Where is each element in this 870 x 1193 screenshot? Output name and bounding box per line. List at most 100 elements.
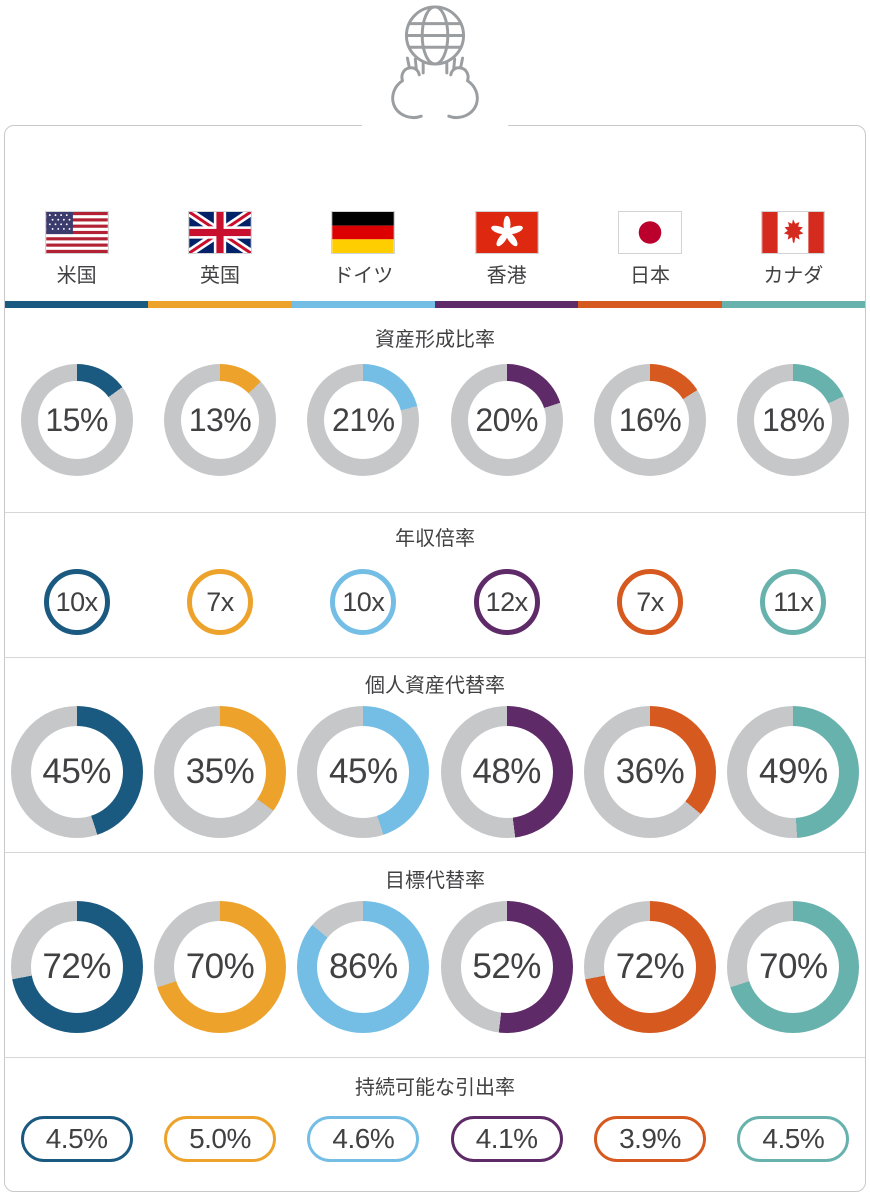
- country-column-header: ドイツ: [332, 212, 395, 287]
- pill-value: 4.6%: [332, 1123, 395, 1154]
- us-flag-icon: [45, 212, 108, 253]
- donut-value: 70%: [759, 947, 828, 986]
- country-name: 米国: [56, 265, 97, 287]
- section-sustainable-withdrawal-rate: 持続可能な引出率 4.5% 5.0% 4.6% 4.1% 3.9% 4.5%: [5, 1076, 865, 1162]
- donut-value: 49%: [759, 752, 828, 791]
- section-target-replacement-rate: 目標代替率 72% 70% 86% 52% 72% 70%: [5, 869, 865, 1033]
- country-column-header: 香港: [475, 212, 538, 287]
- country-name: 香港: [486, 265, 527, 287]
- donut-hole: 72%: [603, 921, 696, 1013]
- country-column-header: 日本: [618, 212, 681, 287]
- donut-value: 45%: [42, 752, 111, 791]
- donut-gauge: 86%: [297, 901, 430, 1033]
- donut-hole: 52%: [460, 921, 553, 1013]
- donut-value: 18%: [762, 401, 825, 438]
- country-color-segment: [578, 301, 722, 308]
- country-color-segment: [434, 301, 579, 308]
- section-row: 15% 13% 21% 20% 16% 18%: [5, 364, 865, 476]
- section-title: 資産形成比率: [375, 329, 495, 351]
- section-income-multiple: 年収倍率 10x 7x 10x 12x 7x 11x: [5, 527, 865, 635]
- donut-gauge: 15%: [20, 364, 133, 476]
- pill-badge: 4.5%: [20, 1116, 133, 1162]
- country-color-segment: [5, 301, 149, 308]
- donut-hole: 86%: [317, 921, 410, 1013]
- donut-value: 21%: [332, 401, 395, 438]
- donut-value: 72%: [42, 947, 111, 986]
- donut-hole: 15%: [37, 381, 116, 459]
- ring-badge: 12x: [473, 569, 540, 635]
- donut-gauge: 20%: [450, 364, 563, 476]
- donut-value: 15%: [45, 401, 108, 438]
- country-name: 日本: [629, 265, 670, 287]
- donut-gauge: 45%: [10, 706, 143, 838]
- country-color-segment: [721, 301, 865, 308]
- pill-badge: 3.9%: [593, 1116, 706, 1162]
- donut-value: 86%: [329, 947, 398, 986]
- section-row: 72% 70% 86% 52% 72% 70%: [5, 901, 865, 1033]
- section-asset-formation-ratio: 資産形成比率 15% 13% 21% 20% 16% 18%: [5, 328, 865, 476]
- donut-gauge: 72%: [10, 901, 143, 1033]
- country-name: カナダ: [763, 265, 824, 287]
- ring-badge: 7x: [616, 569, 683, 635]
- donut-hole: 21%: [324, 381, 403, 459]
- pill-badge: 4.1%: [450, 1116, 563, 1162]
- hong-kong-flag-icon: [475, 212, 538, 253]
- ring-badge: 7x: [186, 569, 253, 635]
- country-color-segment: [148, 301, 292, 308]
- donut-hole: 18%: [754, 381, 833, 459]
- country-column-header: 米国: [45, 212, 108, 287]
- ring-badge: 10x: [43, 569, 110, 635]
- section-personal-asset-replacement-rate: 個人資産代替率 45% 35% 45% 48% 36% 49%: [5, 674, 865, 838]
- donut-gauge: 70%: [727, 901, 860, 1033]
- donut-gauge: 72%: [583, 901, 716, 1033]
- donut-hole: 49%: [747, 726, 840, 818]
- ring-badge: 10x: [330, 569, 397, 635]
- country-column-header: カナダ: [762, 212, 825, 287]
- ring-value: 7x: [206, 586, 234, 617]
- donut-gauge: 70%: [153, 901, 286, 1033]
- donut-gauge: 48%: [440, 706, 573, 838]
- section-row: 4.5% 5.0% 4.6% 4.1% 3.9% 4.5%: [5, 1116, 865, 1162]
- donut-value: 35%: [185, 752, 255, 791]
- donut-gauge: 21%: [307, 364, 420, 476]
- ring-value: 12x: [485, 586, 529, 617]
- ring-value: 11x: [773, 586, 814, 617]
- donut-value: 16%: [618, 401, 682, 438]
- donut-hole: 20%: [467, 381, 546, 459]
- canada-flag-icon: [762, 212, 825, 253]
- donut-hole: 35%: [173, 726, 266, 818]
- donut-gauge: 18%: [737, 364, 850, 476]
- pill-value: 5.0%: [189, 1123, 251, 1154]
- country-name: 英国: [199, 265, 240, 287]
- pill-value: 4.1%: [475, 1123, 538, 1154]
- donut-hole: 72%: [30, 921, 123, 1013]
- section-divider: [5, 1057, 865, 1058]
- content-panel: 米国 英国 ドイツ 香港 日本 カナダ 資産形成比率 15% 13% 21% 20% 16% 18% 年…: [4, 125, 866, 1192]
- donut-hole: 70%: [173, 921, 266, 1013]
- section-row: 10x 7x 10x 12x 7x 11x: [5, 569, 865, 635]
- section-title: 目標代替率: [385, 870, 485, 892]
- japan-flag-icon: [618, 212, 681, 253]
- pill-badge: 4.5%: [737, 1116, 850, 1162]
- donut-hole: 13%: [180, 381, 259, 459]
- pill-badge: 5.0%: [163, 1116, 276, 1162]
- donut-value: 36%: [615, 752, 685, 791]
- donut-gauge: 16%: [593, 364, 706, 476]
- country-name: ドイツ: [333, 265, 394, 287]
- donut-value: 45%: [329, 752, 398, 791]
- donut-gauge: 36%: [583, 706, 716, 838]
- section-title: 持続可能な引出率: [355, 1077, 515, 1099]
- donut-value: 72%: [615, 947, 685, 986]
- donut-gauge: 35%: [153, 706, 286, 838]
- pill-value: 4.5%: [45, 1123, 108, 1154]
- section-title: 年収倍率: [395, 528, 475, 550]
- donut-value: 48%: [472, 752, 541, 791]
- donut-hole: 36%: [603, 726, 696, 818]
- donut-hole: 16%: [610, 381, 689, 459]
- germany-flag-icon: [332, 212, 395, 253]
- donut-value: 13%: [188, 401, 252, 438]
- country-header-row: 米国 英国 ドイツ 香港 日本 カナダ: [5, 212, 865, 287]
- pill-value: 3.9%: [619, 1123, 681, 1154]
- country-color-segment: [291, 301, 435, 308]
- ring-value: 7x: [636, 586, 664, 617]
